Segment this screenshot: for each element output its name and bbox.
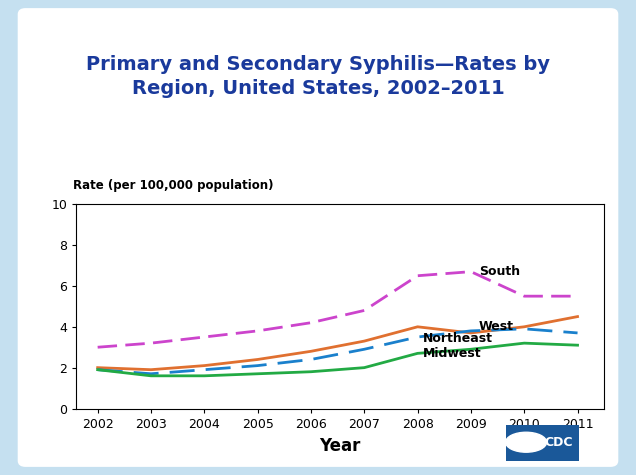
X-axis label: Year: Year	[319, 437, 361, 456]
Text: CDC: CDC	[544, 436, 572, 449]
Text: Midwest: Midwest	[423, 347, 481, 360]
Text: Northeast: Northeast	[423, 332, 493, 345]
Text: Rate (per 100,000 population): Rate (per 100,000 population)	[73, 180, 273, 192]
Text: Primary and Secondary Syphilis—Rates by
Region, United States, 2002–2011: Primary and Secondary Syphilis—Rates by …	[86, 55, 550, 98]
Text: South: South	[479, 265, 520, 278]
Circle shape	[506, 432, 546, 452]
Text: ☆: ☆	[520, 435, 532, 449]
Text: West: West	[479, 320, 514, 333]
